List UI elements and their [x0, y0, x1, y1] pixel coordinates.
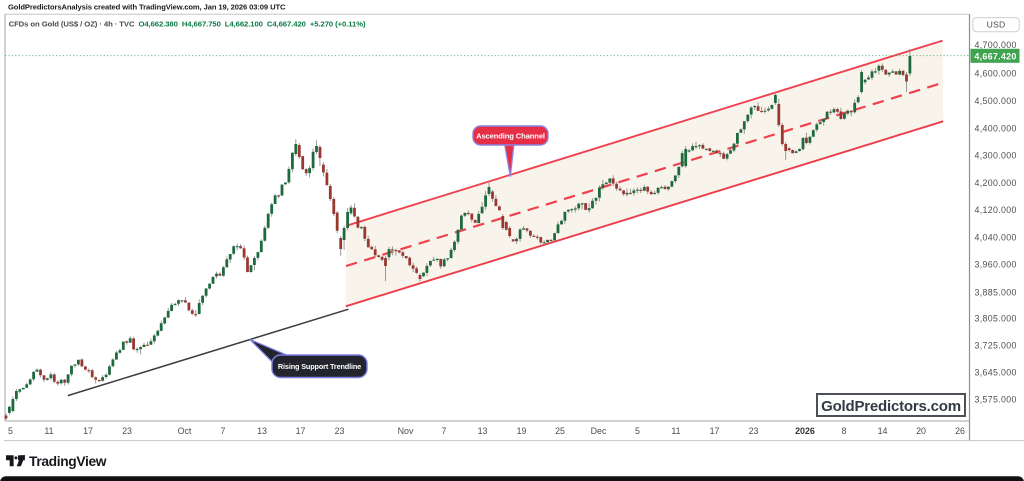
svg-text:3,885.000: 3,885.000 — [975, 288, 1017, 298]
svg-text:3,575.000: 3,575.000 — [975, 395, 1017, 405]
svg-text:3,960.000: 3,960.000 — [975, 260, 1017, 270]
svg-text:3,645.000: 3,645.000 — [975, 368, 1017, 378]
svg-text:5: 5 — [635, 426, 640, 436]
svg-text:17: 17 — [710, 426, 720, 436]
svg-text:Dec: Dec — [591, 426, 607, 436]
svg-text:4,120.000: 4,120.000 — [975, 205, 1017, 215]
svg-text:4,700.000: 4,700.000 — [975, 40, 1017, 50]
svg-text:USD: USD — [987, 20, 1006, 30]
svg-text:20: 20 — [916, 426, 926, 436]
svg-text:3,725.000: 3,725.000 — [975, 341, 1017, 351]
svg-text:Rising Support Trendline: Rising Support Trendline — [278, 362, 361, 371]
svg-text:13: 13 — [478, 426, 488, 436]
svg-text:2026: 2026 — [795, 426, 815, 436]
svg-text:23: 23 — [335, 426, 345, 436]
svg-text:17: 17 — [83, 426, 93, 436]
svg-text:4,040.000: 4,040.000 — [975, 233, 1017, 243]
svg-text:4,400.000: 4,400.000 — [975, 124, 1017, 134]
svg-text:23: 23 — [749, 426, 759, 436]
svg-text:26: 26 — [955, 426, 965, 436]
svg-text:4,500.000: 4,500.000 — [975, 96, 1017, 106]
svg-text:7: 7 — [221, 426, 226, 436]
svg-text:TradingView: TradingView — [29, 454, 107, 469]
svg-text:11: 11 — [44, 426, 53, 436]
svg-text:8: 8 — [842, 426, 847, 436]
svg-text:17: 17 — [296, 426, 306, 436]
svg-text:4,200.000: 4,200.000 — [975, 178, 1017, 188]
svg-text:3,805.000: 3,805.000 — [975, 314, 1017, 324]
svg-text:19: 19 — [517, 426, 527, 436]
svg-text:GoldPredictors.com: GoldPredictors.com — [821, 398, 961, 415]
svg-text:5: 5 — [8, 426, 13, 436]
svg-text:13: 13 — [257, 426, 267, 436]
svg-text:4,600.000: 4,600.000 — [975, 69, 1017, 79]
svg-text:Nov: Nov — [398, 426, 414, 436]
svg-text:CFDs on Gold (US$ / OZ) · 4h ·: CFDs on Gold (US$ / OZ) · 4h · TVC O4,662… — [9, 20, 366, 29]
svg-text:4,300.000: 4,300.000 — [975, 151, 1017, 161]
svg-text:23: 23 — [122, 426, 132, 436]
svg-text:7: 7 — [442, 426, 447, 436]
svg-text:Oct: Oct — [178, 426, 192, 436]
svg-text:25: 25 — [555, 426, 565, 436]
svg-text:GoldPredictorsAnalysis created: GoldPredictorsAnalysis created with Trad… — [8, 3, 286, 12]
svg-text:Ascending Channel: Ascending Channel — [476, 131, 545, 140]
svg-text:11: 11 — [671, 426, 680, 436]
svg-text:14: 14 — [878, 426, 888, 436]
svg-text:4,667.420: 4,667.420 — [974, 51, 1016, 61]
